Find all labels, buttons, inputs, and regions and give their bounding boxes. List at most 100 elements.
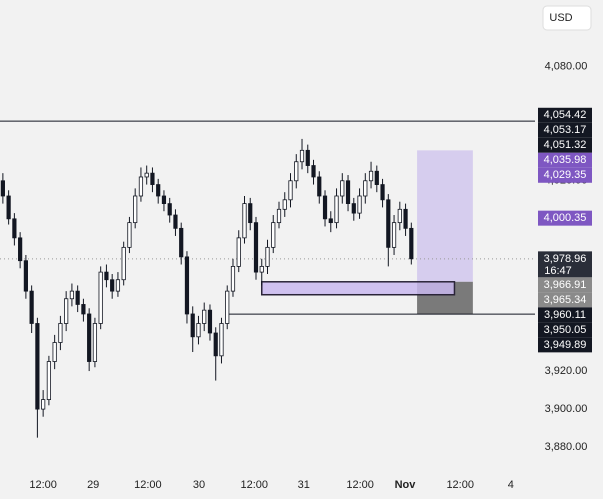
- x-tick-label: 30: [193, 479, 205, 491]
- x-tick-label: 12:00: [346, 479, 374, 491]
- candle-body: [196, 323, 201, 338]
- price-label: 3,965.34: [544, 294, 587, 306]
- price-label-box: [538, 122, 592, 138]
- candle-body: [167, 203, 172, 216]
- candle-body: [351, 203, 356, 214]
- currency-label: USD: [549, 12, 572, 24]
- candle-body: [150, 172, 155, 185]
- candle-body: [92, 323, 98, 362]
- candle-body: [121, 246, 126, 281]
- y-tick-label: 3,880.00: [545, 441, 588, 453]
- candle-body: [374, 170, 379, 185]
- x-tick-label: 12:00: [134, 479, 162, 491]
- x-tick-label: 12:00: [29, 479, 57, 491]
- candle-body: [271, 222, 276, 248]
- price-label: 4,054.42: [544, 109, 587, 121]
- candle-body: [18, 237, 23, 262]
- candle-body: [46, 361, 51, 400]
- candle-body: [380, 184, 385, 201]
- x-tick-label: 31: [298, 479, 310, 491]
- price-label-box: [538, 292, 592, 308]
- candle-body: [282, 199, 287, 210]
- candle-body: [311, 165, 316, 178]
- candle-body: [259, 265, 264, 273]
- candle-body: [391, 222, 397, 248]
- candle-body: [265, 246, 270, 267]
- candle-body: [184, 256, 190, 315]
- price-label-box: [538, 137, 592, 153]
- price-label-box: [538, 251, 592, 278]
- candle-body: [236, 237, 241, 267]
- candle-body: [328, 218, 333, 224]
- price-label-box: [538, 167, 592, 183]
- candle-body: [357, 195, 362, 214]
- countdown-label: 16:47: [544, 265, 572, 277]
- candle-body: [288, 180, 293, 201]
- price-label-box: [538, 107, 592, 123]
- candle-body: [69, 290, 75, 300]
- target-zone: [417, 150, 473, 282]
- candle-body: [334, 195, 339, 224]
- x-tick-label: 12:00: [446, 479, 474, 491]
- candle-body: [138, 176, 144, 197]
- candle-body: [207, 309, 213, 334]
- price-label-box: [538, 322, 592, 338]
- candle-body: [29, 290, 34, 324]
- candle-body: [248, 203, 253, 224]
- price-label-box: [538, 277, 592, 293]
- candle-body: [190, 313, 195, 338]
- price-label-box: [538, 307, 592, 323]
- candle-body: [340, 180, 345, 197]
- candle-body: [322, 195, 328, 220]
- candle-body: [52, 342, 57, 362]
- price-label: 3,978.96: [544, 253, 587, 265]
- candle-body: [409, 227, 414, 260]
- candle-body: [253, 222, 259, 273]
- y-tick-label: 3,900.00: [545, 403, 588, 415]
- candle-body: [115, 279, 121, 292]
- candle-body: [64, 298, 69, 324]
- candle-body: [6, 195, 11, 220]
- candle-body: [230, 265, 236, 292]
- price-label: 4,035.98: [544, 154, 587, 166]
- candle-body: [110, 279, 115, 292]
- candle-body: [133, 195, 138, 224]
- candle-body: [58, 323, 63, 343]
- candle-body: [219, 323, 224, 357]
- x-tick-label: Nov: [395, 479, 417, 491]
- candle-body: [242, 203, 247, 239]
- currency-button[interactable]: [542, 5, 592, 31]
- price-label: 3,960.11: [544, 309, 586, 321]
- candle-body: [299, 149, 305, 163]
- candle-body: [23, 260, 28, 292]
- y-tick-label: 3,920.00: [545, 365, 588, 377]
- candle-body: [35, 323, 40, 410]
- candle-body: [12, 218, 17, 239]
- candle-body: [75, 290, 80, 305]
- price-label-box: [538, 152, 592, 168]
- price-label: 3,949.89: [544, 339, 587, 351]
- x-tick-label: 29: [87, 479, 99, 491]
- candle-body: [213, 332, 218, 357]
- candle-body: [87, 313, 92, 362]
- candle-body: [156, 184, 161, 197]
- zone: [260, 281, 456, 296]
- price-label: 4,029.35: [544, 169, 587, 181]
- price-label: 4,000.35: [544, 212, 587, 224]
- price-label: 4,053.17: [544, 124, 587, 136]
- price-label: 4,051.32: [544, 139, 587, 151]
- candle-body: [363, 180, 368, 197]
- candle-body: [161, 195, 167, 205]
- candle-body: [294, 161, 299, 182]
- candle-body: [127, 222, 132, 248]
- candle-body: [276, 208, 282, 224]
- candle-body: [202, 309, 207, 324]
- x-tick-label: 12:00: [241, 479, 269, 491]
- candle-body: [317, 176, 322, 197]
- candle-body: [403, 208, 408, 229]
- candle-body: [144, 172, 149, 178]
- candle-body: [81, 304, 86, 315]
